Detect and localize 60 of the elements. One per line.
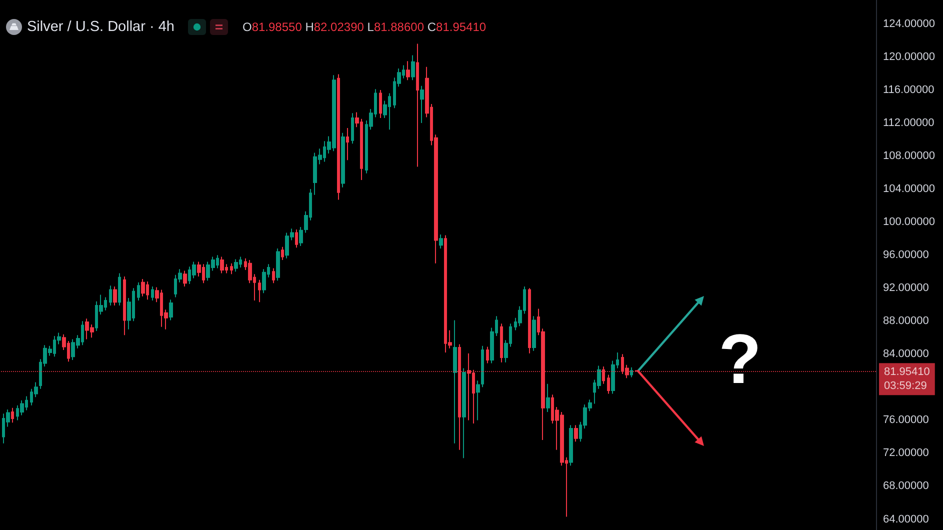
candlestick [420,85,424,124]
candlestick [234,258,238,272]
candlestick [341,132,345,188]
candlestick [258,279,261,303]
candlestick [299,226,303,247]
candlestick [569,424,573,466]
y-tick-label: 68.00000 [883,480,929,492]
y-tick-label: 84.00000 [883,348,929,360]
candlestick [109,285,112,306]
y-tick-label: 112.00000 [883,117,934,130]
y-tick-label: 108.00000 [883,150,935,162]
candlestick [272,268,275,284]
candlestick [411,54,415,81]
candlestick [123,276,126,336]
y-tick-label: 96.00000 [883,249,929,262]
candlestick [113,286,117,306]
annotation: ? [718,320,762,398]
y-tick-label: 104.00000 [883,183,935,196]
y-tick-label: 76.00000 [883,414,929,426]
text: Silver / U.S. Dollar · 4h [27,19,174,35]
candlestick [439,234,443,249]
candlestick [276,248,280,282]
y-tick-label: 100.00000 [883,216,935,228]
candlestick [151,286,154,301]
candlestick [118,272,121,306]
candlestick [137,282,140,301]
candlestick [337,74,340,200]
candlestick [607,374,610,394]
candlestick [351,112,354,144]
candlestick [574,424,578,442]
y-tick-label: 116.00000 [883,84,934,96]
candlestick [406,60,410,81]
candlestick [20,400,24,416]
candlestick [416,43,419,168]
candlestick [462,368,466,459]
candlestick [486,346,489,364]
candlestick [183,270,187,287]
y-tick-label: 120.00000 [883,50,935,63]
candlestick [500,323,503,363]
candlestick [220,256,224,274]
ref-line-label: 81.95410 03:59:29 [884,366,930,392]
candlestick [546,383,550,412]
y-tick-label: 92.00000 [883,282,929,294]
candlestick [11,407,14,424]
candlestick [528,288,531,354]
y-tick-label: 72.00000 [883,447,929,460]
candlestick [230,262,233,275]
candlestick [281,246,284,261]
candlestick [630,366,633,378]
y-tick-label: 124.00000 [883,18,935,30]
candlestick [346,127,349,161]
candlestick [169,299,173,321]
candlestick [532,316,536,352]
y-tick-label: 64.00000 [883,513,929,526]
y-tick-label: 88.00000 [883,315,929,328]
candlestick [453,320,457,444]
candlestick [295,229,298,248]
candlestick [379,89,382,119]
text: O81.98550 H82.02390 L81.88600 C81.95410 [242,20,486,34]
candlestick [141,278,145,297]
